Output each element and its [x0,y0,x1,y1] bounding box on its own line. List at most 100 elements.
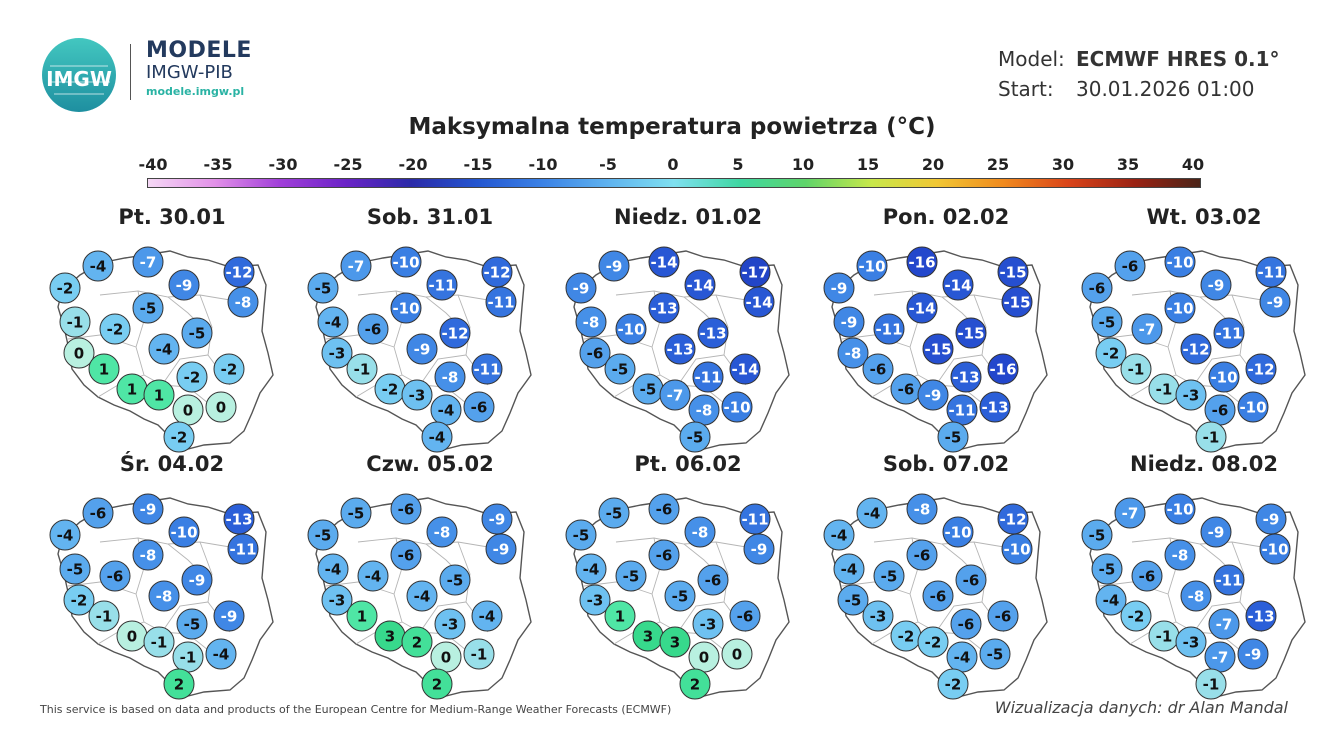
temperature-circle [213,600,245,632]
temperature-value: -5 [845,592,862,610]
temperature-circle [579,337,611,369]
model-value: ECMWF HRES 0.1° [1076,47,1280,71]
logo-url[interactable]: modele.imgw.pl [146,85,245,98]
temperature-marker: -11 [485,286,517,318]
temperature-circle [1255,503,1287,535]
temperature-marker: -8 [837,337,869,369]
scale-tick-label: -20 [398,155,428,174]
temperature-marker: -7 [1208,608,1240,640]
temperature-value: -8 [156,588,173,606]
temperature-value: 0 [441,649,451,667]
temperature-circle [213,353,245,385]
temperature-value: -3 [1183,387,1200,405]
temperature-marker: -1 [1148,373,1180,405]
temperature-value: -6 [1212,402,1229,420]
logo-subtitle: IMGW-PIB [146,62,233,83]
temperature-marker: -1 [1195,421,1227,453]
temperature-circle [1245,600,1277,632]
temperature-value: -4 [1103,592,1120,610]
temperature-marker: -6 [697,564,729,596]
temperature-circle [1237,638,1269,670]
temperature-marker: -5 [604,353,636,385]
temperature-marker: -6 [463,391,495,423]
temperature-circle [406,580,438,612]
temperature-value: -11 [694,369,721,387]
temperature-circle [648,539,680,571]
temperature-value: 0 [74,345,84,363]
temperature-marker: -4 [406,580,438,612]
temperature-circle [942,516,974,548]
temperature-marker: -9 [181,564,213,596]
poland-map: -5 -6 -5 -8 -11 -9 -6 -4 -5 -6 -3 -5 1 -3 -6 3 3 0 0 2 [565,493,790,700]
forecast-panel: Pt. 30.01 -4 -7 -2 -9 -12 -8 -5 -1 -2 -5 0 -4 1 -2 -2 1 1… [40,205,304,453]
temperature-marker: -9 [213,600,245,632]
temperature-marker: -14 [743,286,775,318]
temperature-value: -1 [1156,628,1173,646]
temperature-marker: -8 [227,286,259,318]
region-border [1193,601,1241,633]
temperature-circle [598,250,630,282]
temperature-marker: -4 [317,306,349,338]
temperature-marker: -4 [205,638,237,670]
temperature-circle [205,638,237,670]
temperature-circle [679,668,711,700]
temperature-circle [59,553,91,585]
temperature-marker: -4 [430,394,462,426]
temperature-circle [434,608,466,640]
temperature-circle [950,361,982,393]
temperature-marker: -10 [1208,361,1240,393]
scale-tick-label: -30 [268,155,298,174]
temperature-marker: 3 [632,620,664,652]
temperature-value: -2 [1103,345,1120,363]
temperature-circle [659,626,691,658]
temperature-value: 0 [699,649,709,667]
temperature-marker: 0 [721,638,753,670]
temperature-marker: -6 [579,337,611,369]
temperature-circle [1180,580,1212,612]
temperature-marker: -10 [856,250,888,282]
temperature-marker: -6 [1204,394,1236,426]
temperature-marker: -9 [598,250,630,282]
temperature-value: -8 [442,369,459,387]
temperature-circle [49,519,81,551]
temperature-value: -6 [737,608,754,626]
temperature-circle [917,379,949,411]
temperature-marker: -12 [481,256,513,288]
temperature-circle [833,306,865,338]
temperature-circle [565,519,597,551]
temperature-value: -4 [325,561,342,579]
temperature-marker: -13 [979,391,1011,423]
temperature-value: -10 [617,321,644,339]
forecast-panel: Pt. 06.02 -5 -6 -5 -8 -11 -9 -6 -4 -5 -6 -3 -5 1 -3 -6 3… [556,452,820,700]
temperature-value: -4 [213,646,230,664]
temperature-marker: -13 [664,333,696,365]
temperature-value: -9 [1263,511,1280,529]
temperature-value: -11 [875,321,902,339]
temperature-marker: -10 [1164,493,1196,525]
temperature-value: -2 [221,361,238,379]
temperature-marker: -4 [575,553,607,585]
scale-tick-label: -15 [463,155,493,174]
temperature-value: -9 [831,280,848,298]
temperature-value: -9 [925,387,942,405]
temperature-circle [684,269,716,301]
temperature-value: -10 [392,300,419,318]
temperature-marker: -7 [1131,313,1163,345]
temperature-circle [664,333,696,365]
temperature-marker: -9 [743,533,775,565]
scale-tick-label: 25 [986,155,1010,174]
temperature-marker: -8 [148,580,180,612]
temperature-value: -11 [428,277,455,295]
temperature-value: 0 [216,399,226,417]
temperature-marker: -5 [1081,519,1113,551]
temperature-value: -11 [948,402,975,420]
temperature-value: -6 [958,616,975,634]
scale-tick-label: -40 [138,155,168,174]
temperature-marker: -5 [340,497,372,529]
temperature-value: -7 [1139,321,1156,339]
logo-title: MODELE [146,38,252,63]
region-border [873,290,975,326]
temperature-circle [1091,553,1123,585]
temperature-marker: -10 [1001,533,1033,565]
temperature-value: -6 [705,572,722,590]
